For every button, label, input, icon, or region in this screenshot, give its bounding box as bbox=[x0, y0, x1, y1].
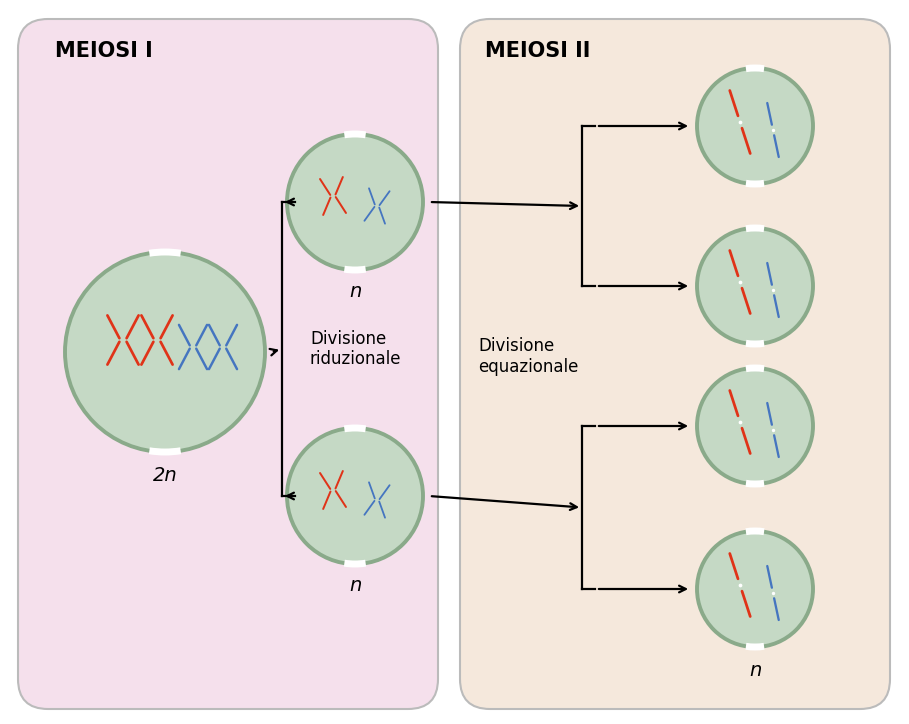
Circle shape bbox=[287, 428, 423, 564]
Text: Divisione
riduzionale: Divisione riduzionale bbox=[310, 329, 402, 369]
Text: n: n bbox=[749, 661, 761, 680]
Circle shape bbox=[287, 134, 423, 270]
Text: n: n bbox=[349, 576, 361, 595]
Text: Divisione
equazionale: Divisione equazionale bbox=[478, 337, 578, 376]
Circle shape bbox=[65, 252, 265, 452]
Circle shape bbox=[697, 368, 813, 484]
Circle shape bbox=[697, 68, 813, 184]
FancyBboxPatch shape bbox=[460, 19, 890, 709]
FancyBboxPatch shape bbox=[18, 19, 438, 709]
Circle shape bbox=[697, 531, 813, 647]
Text: MEIOSI II: MEIOSI II bbox=[485, 41, 590, 61]
Text: MEIOSI I: MEIOSI I bbox=[55, 41, 153, 61]
Circle shape bbox=[697, 228, 813, 344]
Text: n: n bbox=[349, 282, 361, 301]
Text: 2n: 2n bbox=[153, 466, 177, 485]
